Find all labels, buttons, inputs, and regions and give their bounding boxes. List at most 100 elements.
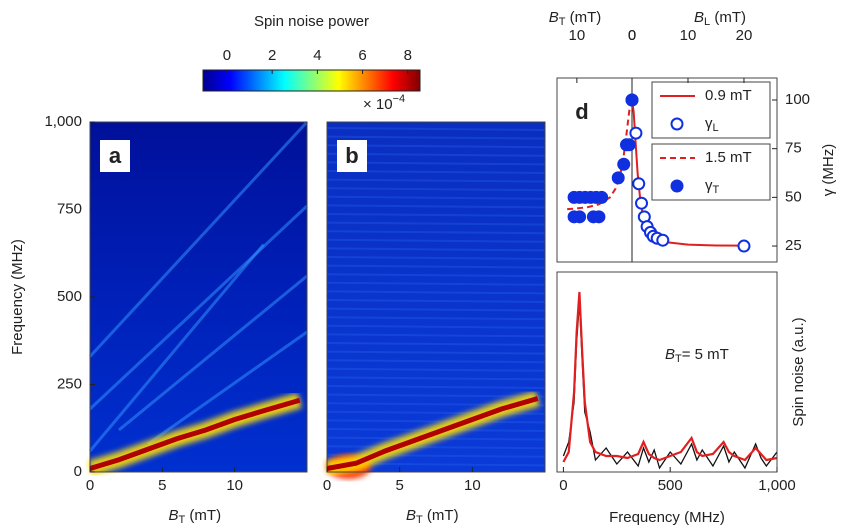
heatmap-noise xyxy=(326,333,546,338)
legend-box xyxy=(651,143,771,201)
y-axis-label: γ (MHz) xyxy=(820,144,837,197)
x-tick-label: 0 xyxy=(559,477,567,494)
legend-marker xyxy=(670,117,684,131)
heatmap-noise xyxy=(326,393,546,398)
x-tick-label: 20 xyxy=(736,27,753,44)
heatmap-noise xyxy=(326,238,546,243)
x-axis-label-sub: T xyxy=(179,514,186,526)
x-tick-label: 5 xyxy=(158,477,166,494)
data-point xyxy=(595,190,609,204)
heatmap-noise xyxy=(326,195,546,200)
data-point xyxy=(737,239,751,253)
x-tick-label: 0 xyxy=(628,27,636,44)
legend-label: γT xyxy=(705,177,720,196)
legend-label: γL xyxy=(705,115,719,134)
heatmap-noise xyxy=(326,213,546,217)
heatmap-noise xyxy=(326,376,546,381)
trace xyxy=(89,397,301,471)
heatmap-noise xyxy=(326,359,546,364)
y-tick-label: 75 xyxy=(785,140,802,157)
y-axis-label: Spin noise (a.u.) xyxy=(790,317,807,426)
x2-axis-label-rest: (mT) xyxy=(710,9,746,26)
colorbar-tick-label: 4 xyxy=(313,47,321,64)
data-point xyxy=(656,233,670,247)
heatmap-streak xyxy=(88,204,309,411)
x-axis-label: BT (mT) xyxy=(549,9,602,28)
x-axis-label-main: B xyxy=(406,507,416,524)
annotation-rest: = 5 mT xyxy=(682,346,729,363)
legend-marker xyxy=(670,179,684,193)
y-tick-label: 250 xyxy=(57,375,82,392)
heatmap-noise xyxy=(326,264,546,269)
colorbar-scale-exp: −4 xyxy=(393,93,406,105)
data-point xyxy=(625,93,639,107)
colorbar-tick-label: 8 xyxy=(404,47,412,64)
x-tick-label: 5 xyxy=(395,477,403,494)
legend-label-sub: T xyxy=(713,184,720,196)
legend-label-main: γ xyxy=(705,177,713,194)
heatmap-noise xyxy=(326,299,546,303)
annotation: BT= 5 mT xyxy=(665,346,729,365)
x-tick-label: 500 xyxy=(658,477,683,494)
annotation-main: B xyxy=(665,346,675,363)
heatmap-streak xyxy=(117,274,308,432)
x-axis-label-main: B xyxy=(169,507,179,524)
colorbar-scale-mult: × 10 xyxy=(363,96,393,113)
plot-frame xyxy=(556,271,778,473)
legend-box xyxy=(651,81,771,139)
heatmap-noise xyxy=(326,273,546,278)
x-tick-label: 10 xyxy=(680,27,697,44)
panel-letter: a xyxy=(109,143,122,168)
heatmap-noise xyxy=(326,290,546,295)
colorbar-scale: × 10−4 xyxy=(363,93,405,113)
plot-frame xyxy=(326,121,546,473)
y-tick-label: 100 xyxy=(785,91,810,108)
data-point xyxy=(611,171,625,185)
x2-axis-label: BL (mT) xyxy=(694,9,746,28)
x-axis-label-sub: T xyxy=(416,514,423,526)
y-tick-label: 0 xyxy=(74,463,82,480)
x-tick-label: 10 xyxy=(569,27,586,44)
heatmap-streak xyxy=(88,120,309,358)
panel-letter-box xyxy=(100,140,130,172)
colorbar-title: Spin noise power xyxy=(254,13,369,30)
annotation-sub: T xyxy=(675,353,682,365)
x-tick-label: 10 xyxy=(464,477,481,494)
heatmap-noise xyxy=(326,324,546,329)
heatmap-noise xyxy=(326,367,546,372)
legend-label: 1.5 mT xyxy=(705,149,752,166)
heatmap-noise xyxy=(326,187,546,192)
spectrum-line xyxy=(562,291,778,463)
colorbar xyxy=(202,69,421,92)
colorbar-tick-label: 0 xyxy=(223,47,231,64)
data-point xyxy=(592,210,606,224)
y-tick-label: 1,000 xyxy=(44,113,82,130)
heatmap-noise xyxy=(326,178,546,183)
heatmap-noise xyxy=(326,221,546,226)
y-tick-label: 25 xyxy=(785,237,802,254)
heatmap-noise xyxy=(326,342,546,346)
heatmap-background xyxy=(327,122,545,472)
x-tick-label: 1,000 xyxy=(758,477,796,494)
y-axis-label: Frequency (MHz) xyxy=(9,239,26,355)
heatmap-streak xyxy=(88,243,265,452)
data-point xyxy=(632,177,646,191)
y-tick-label: 50 xyxy=(785,188,802,205)
x-axis-label-rest: (mT) xyxy=(565,9,601,26)
heatmap-noise xyxy=(326,256,546,260)
x-tick-label: 0 xyxy=(323,477,331,494)
x-tick-label: 10 xyxy=(226,477,243,494)
panel-letter: d xyxy=(575,99,588,124)
heatmap-noise xyxy=(326,281,546,286)
heatmap-noise xyxy=(326,419,546,424)
x-tick-label: 0 xyxy=(628,27,636,44)
colorbar-tick-label: 2 xyxy=(268,47,276,64)
heatmap-noise xyxy=(326,127,546,131)
spectrum-line xyxy=(562,301,778,470)
heatmap-background xyxy=(90,122,307,472)
data-point xyxy=(622,138,636,152)
x-axis-label: BT (mT) xyxy=(406,507,459,526)
heatmap-noise xyxy=(326,350,546,355)
heatmap-noise xyxy=(326,204,546,209)
